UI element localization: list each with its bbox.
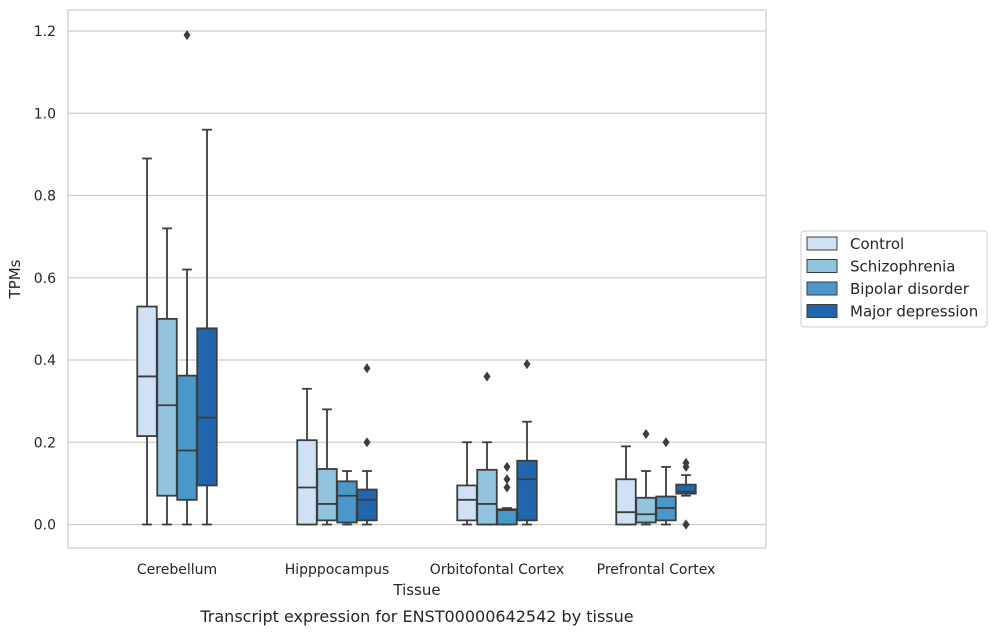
- outlier-point: [363, 363, 371, 374]
- x-tick-label: Prefrontal Cortex: [597, 562, 716, 578]
- x-tick-label: Orbitofontal Cortex: [430, 562, 565, 578]
- x-tick-label: Hipppocampus: [285, 562, 390, 578]
- legend-swatch: [806, 259, 838, 273]
- box-bipolar-disorder: [176, 30, 198, 526]
- box-iqr: [496, 508, 518, 526]
- box-iqr: [476, 468, 498, 526]
- box-iqr: [635, 496, 657, 524]
- y-tick-label: 0.8: [34, 189, 56, 205]
- box-schizophrenia: [635, 429, 657, 526]
- y-tick-labels: 0.0 0.2 0.4 0.6 0.8 1.0 1.2: [34, 24, 56, 534]
- box-bipolar-disorder: [655, 437, 677, 526]
- box-iqr: [156, 317, 178, 497]
- outlier-point: [523, 359, 531, 370]
- box-schizophrenia: [316, 408, 338, 526]
- legend-swatch: [806, 236, 838, 251]
- y-tick-label: 0.6: [34, 271, 56, 287]
- legend: Control Schizophrenia Bipolar disorder Majo…: [800, 230, 988, 328]
- box-control: [456, 441, 478, 526]
- box-iqr: [516, 459, 538, 522]
- box-schizophrenia: [476, 371, 498, 526]
- box-schizophrenia: [156, 227, 178, 526]
- box-major-depression: [356, 363, 378, 526]
- x-axis-label: Tissue: [392, 581, 440, 599]
- y-tick-label: 1.2: [34, 24, 56, 40]
- box-iqr: [336, 480, 358, 524]
- box-iqr: [675, 483, 697, 495]
- y-tick-label: 0.2: [34, 435, 56, 451]
- plot-frame: [67, 9, 767, 549]
- x-tick-labels: Cerebellum Hipppocampus Orbitofontal Corte…: [137, 562, 715, 578]
- y-tick-label: 0.0: [34, 518, 56, 534]
- outlier-point: [503, 474, 511, 485]
- x-tick-label: Cerebellum: [137, 562, 217, 578]
- y-tick-label: 0.4: [34, 353, 56, 369]
- legend-label: Control: [850, 235, 904, 253]
- box-major-depression: [516, 359, 538, 526]
- y-tick-label: 1.0: [34, 106, 56, 122]
- box-control: [615, 445, 637, 526]
- box-iqr: [196, 327, 218, 487]
- box-control: [136, 157, 158, 526]
- box-iqr: [356, 488, 378, 522]
- box-control: [296, 387, 318, 526]
- chart-caption: Transcript expression for ENST0000064254…: [199, 607, 633, 626]
- box-bipolar-disorder: [336, 470, 358, 526]
- legend-swatch: [806, 281, 838, 296]
- box-iqr: [316, 468, 338, 522]
- box-bipolar-disorder: [496, 461, 518, 526]
- box-iqr: [136, 305, 158, 437]
- box-major-depression: [675, 457, 697, 530]
- legend-swatch: [806, 304, 838, 318]
- legend-items: Control Schizophrenia Bipolar disorder Majo…: [806, 235, 978, 321]
- outlier-point: [503, 482, 511, 493]
- box-iqr: [456, 484, 478, 522]
- box-iqr: [615, 478, 637, 526]
- box-major-depression: [196, 128, 218, 526]
- box-iqr: [176, 374, 198, 501]
- legend-label: Major depression: [850, 303, 978, 321]
- outlier-point: [682, 519, 690, 530]
- outlier-point: [483, 371, 491, 382]
- y-axis-label: TPMs: [6, 259, 24, 299]
- outlier-point: [662, 437, 670, 448]
- outlier-point: [642, 429, 650, 440]
- box-series: [136, 30, 697, 530]
- legend-frame: [800, 230, 988, 328]
- outlier-point: [363, 437, 371, 448]
- legend-label: Schizophrenia: [850, 258, 955, 276]
- outlier-point: [682, 461, 690, 472]
- box-iqr: [296, 439, 318, 526]
- outlier-point: [503, 461, 511, 472]
- legend-label: Bipolar disorder: [850, 280, 970, 298]
- outlier-point: [183, 30, 191, 41]
